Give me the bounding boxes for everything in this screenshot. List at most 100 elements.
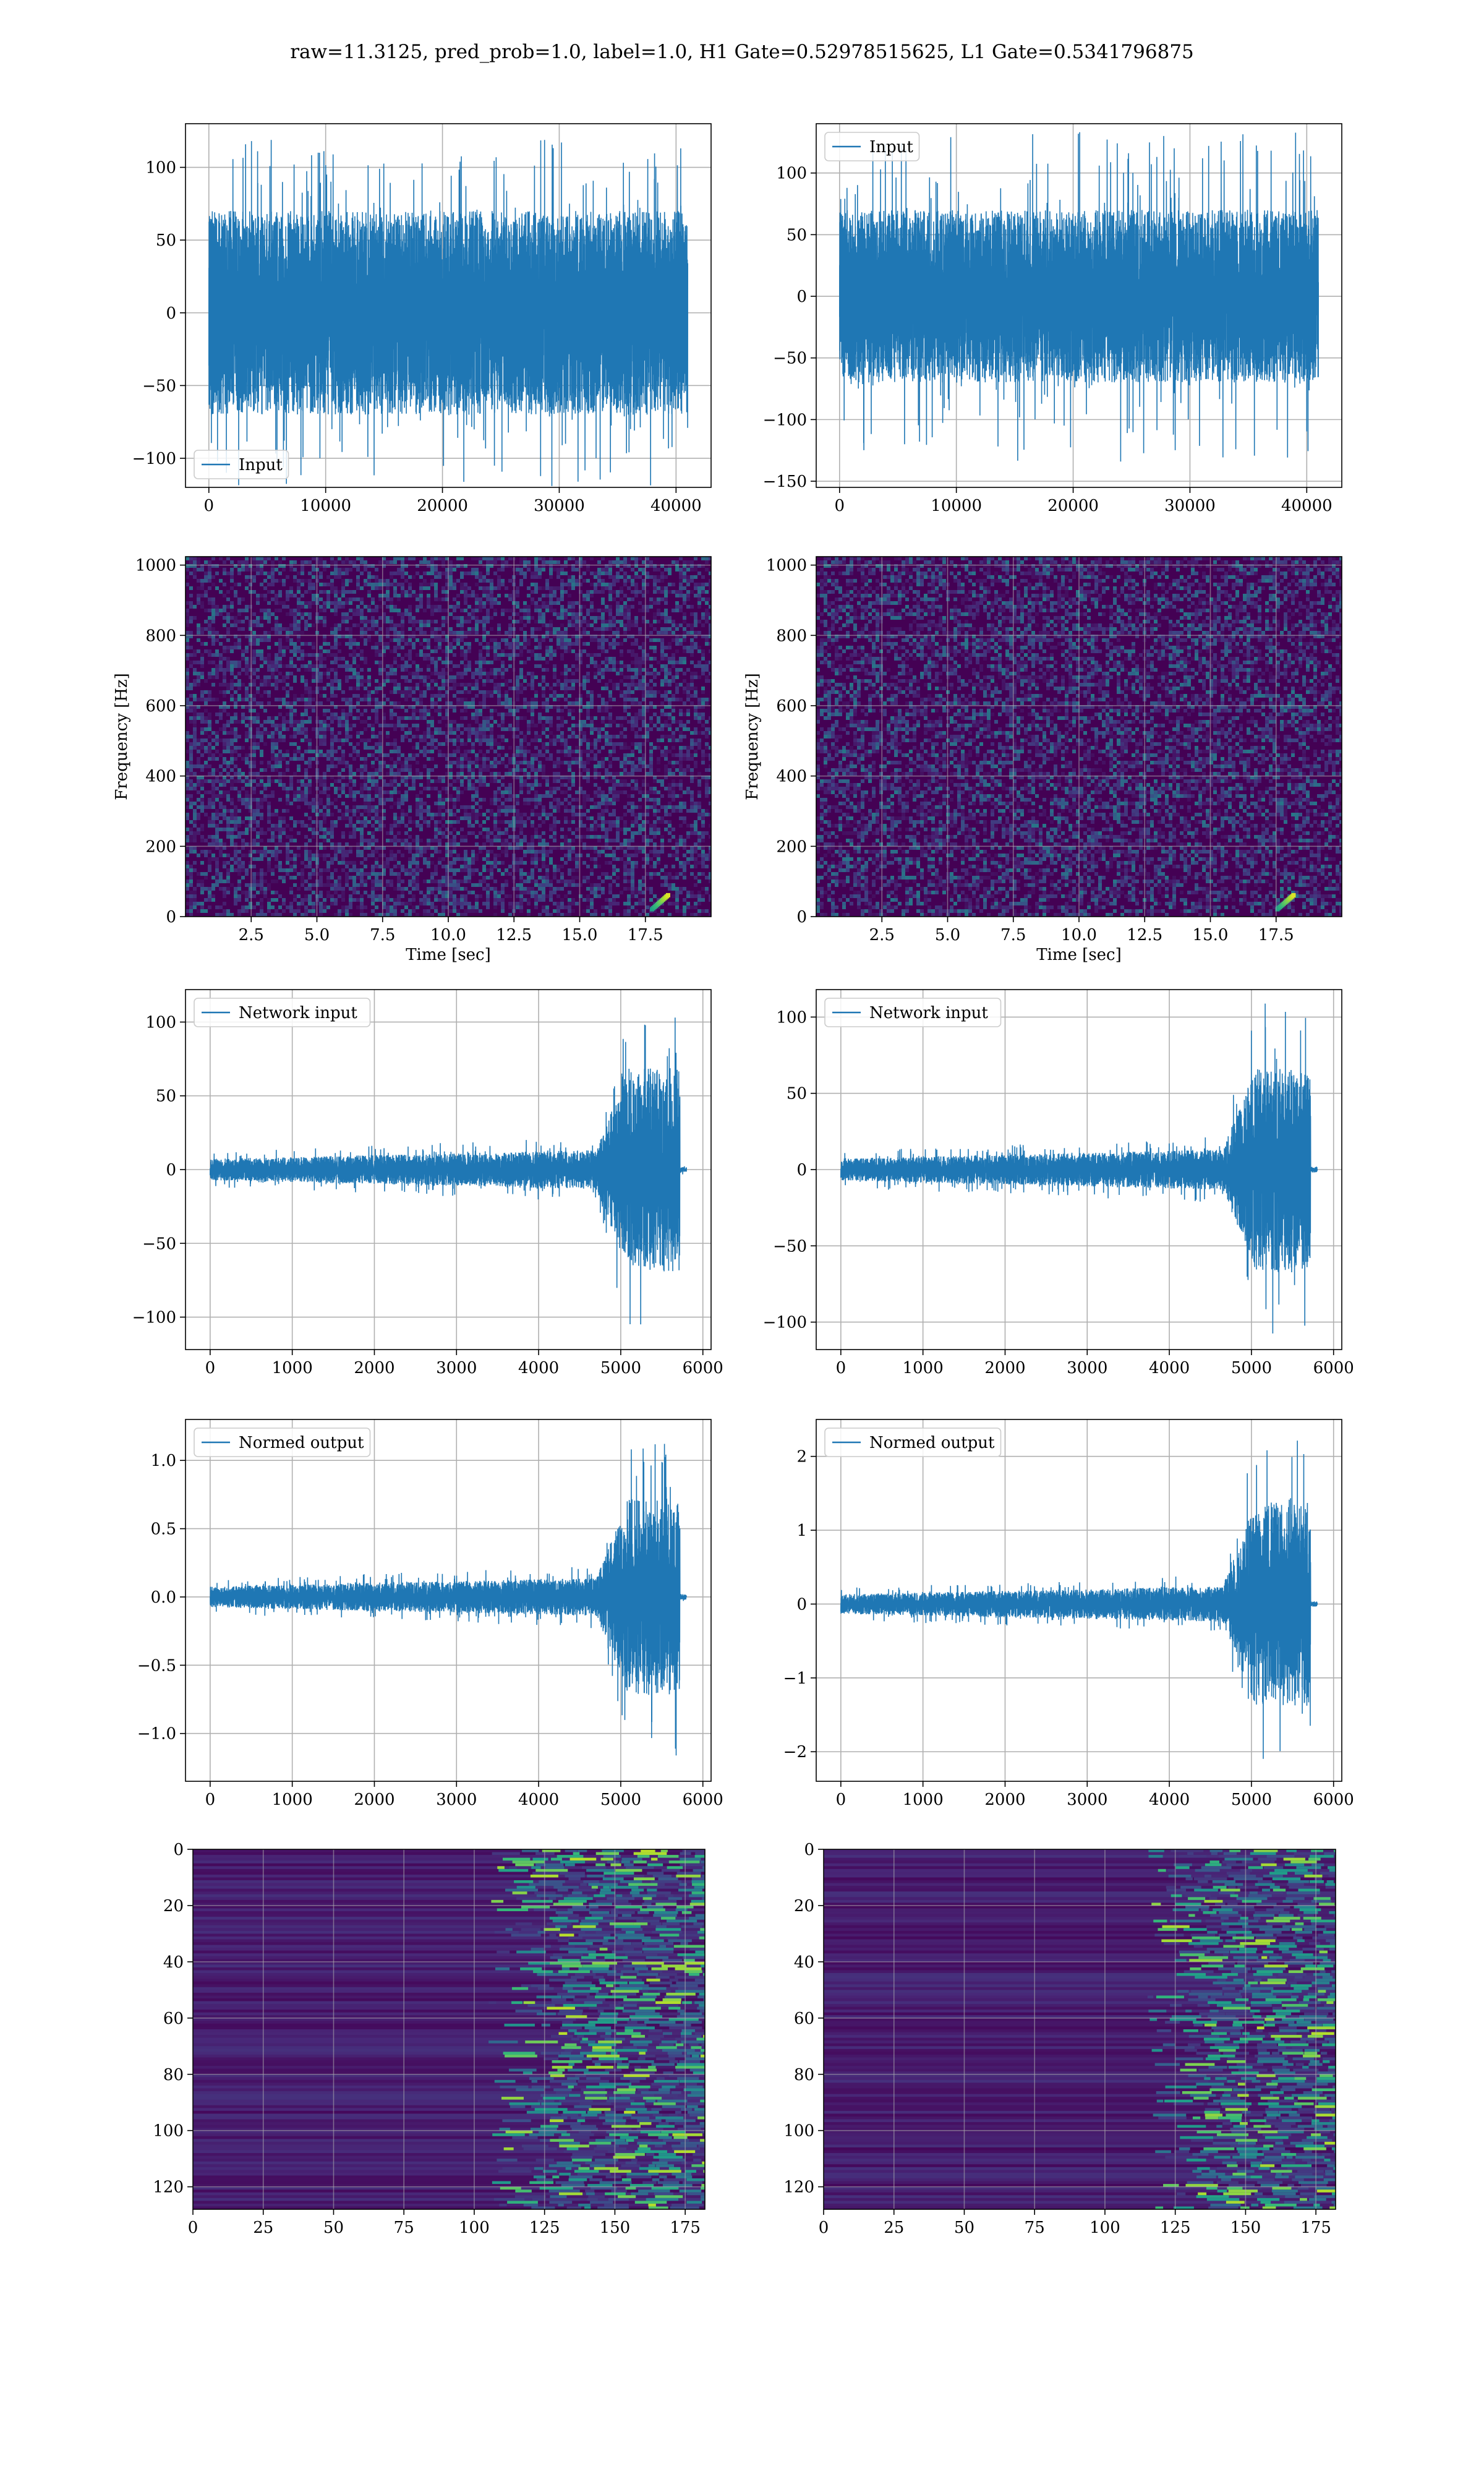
y-tick-label: −50 bbox=[142, 1235, 176, 1253]
y-tick-label: 100 bbox=[145, 159, 176, 178]
chart-network-input-l1: 0 1000 2000 3000 4000 5000 6000 −100 −50 0 50 100 Ne… bbox=[763, 989, 1354, 1377]
y-tick-label: 0 bbox=[804, 1841, 814, 1859]
x-tick-label: 15.0 bbox=[1193, 926, 1229, 944]
x-tick-label: 20000 bbox=[1047, 497, 1099, 515]
x-tick-label: 30000 bbox=[534, 497, 585, 515]
x-tick-label: 40000 bbox=[650, 497, 702, 515]
y-tick-label: 0 bbox=[166, 304, 176, 323]
y-tick-label: 0 bbox=[166, 908, 176, 927]
y-tick-label: 1.0 bbox=[151, 1452, 176, 1470]
y-tick-label: −100 bbox=[132, 1309, 176, 1327]
y-tick-label: 2 bbox=[796, 1448, 807, 1466]
y-tick-label: 0 bbox=[796, 1161, 807, 1179]
y-tick-label: 60 bbox=[794, 2010, 814, 2028]
x-tick-label: 12.5 bbox=[1127, 926, 1162, 944]
x-tick-label: 50 bbox=[954, 2219, 974, 2237]
y-tick-label: −0.5 bbox=[137, 1656, 176, 1675]
x-tick-label: 7.5 bbox=[370, 926, 395, 944]
axes-frame bbox=[185, 1419, 712, 1782]
x-tick-label: 17.5 bbox=[628, 926, 663, 944]
axes-frame bbox=[823, 1849, 1336, 2210]
y-tick-label: 1000 bbox=[135, 557, 176, 575]
x-tick-label: 4000 bbox=[518, 1359, 559, 1377]
x-tick-label: 2000 bbox=[984, 1359, 1025, 1377]
chart-feature-map-h1: 0 25 50 75 100 125 150 175 0 20 40 60 80 100 120 bbox=[153, 1841, 706, 2237]
x-tick-label: 10000 bbox=[300, 497, 351, 515]
y-tick-label: 100 bbox=[145, 1013, 176, 1032]
x-tick-label: 6000 bbox=[683, 1359, 723, 1377]
x-tick-label: 3000 bbox=[436, 1359, 477, 1377]
x-tick-label: 25 bbox=[253, 2219, 273, 2237]
y-tick-label: 100 bbox=[783, 2122, 814, 2141]
y-tick-label: 50 bbox=[787, 1085, 807, 1103]
chart-spectrogram-l1: 2.5 5.0 7.5 10.0 12.5 15.0 17.5 0 200 400 600 800 10… bbox=[743, 556, 1342, 964]
y-tick-label: −50 bbox=[773, 349, 807, 368]
y-tick-label: 0.0 bbox=[151, 1588, 176, 1607]
axes-frame bbox=[192, 1849, 706, 2210]
y-tick-label: −100 bbox=[132, 450, 176, 468]
x-tick-label: 6000 bbox=[1313, 1791, 1354, 1809]
legend-label: Input bbox=[239, 456, 283, 474]
chart-network-input-h1: 0 1000 2000 3000 4000 5000 6000 −100 −50 0 50 100 Ne… bbox=[132, 989, 723, 1377]
legend-label: Input bbox=[869, 138, 913, 156]
y-tick-label: −100 bbox=[763, 1314, 807, 1332]
y-tick-label: 80 bbox=[794, 2066, 814, 2084]
x-tick-label: 4000 bbox=[1149, 1791, 1190, 1809]
x-axis-label: Time [sec] bbox=[406, 946, 491, 964]
legend: Normed output bbox=[194, 1427, 371, 1457]
x-tick-label: 175 bbox=[1300, 2219, 1331, 2237]
legend-label: Network input bbox=[869, 1004, 988, 1022]
y-tick-label: 20 bbox=[794, 1897, 814, 1915]
y-tick-label: 100 bbox=[776, 165, 807, 183]
x-tick-label: 5000 bbox=[600, 1359, 641, 1377]
legend-label: Normed output bbox=[869, 1434, 995, 1452]
y-tick-label: 800 bbox=[145, 627, 176, 645]
x-tick-label: 4000 bbox=[1149, 1359, 1190, 1377]
x-tick-label: 0 bbox=[205, 1359, 216, 1377]
y-tick-label: −50 bbox=[142, 377, 176, 395]
x-tick-label: 10.0 bbox=[430, 926, 466, 944]
y-tick-label: 50 bbox=[156, 231, 176, 250]
y-tick-label: 0 bbox=[796, 1595, 807, 1614]
y-tick-label: 600 bbox=[776, 697, 807, 716]
y-tick-label: 0 bbox=[796, 908, 807, 927]
y-tick-label: 600 bbox=[145, 697, 176, 716]
x-tick-label: 1000 bbox=[272, 1359, 313, 1377]
x-tick-label: 2.5 bbox=[869, 926, 895, 944]
x-tick-label: 5.0 bbox=[935, 926, 960, 944]
x-tick-label: 2.5 bbox=[239, 926, 264, 944]
x-tick-label: 12.5 bbox=[496, 926, 532, 944]
series-line-normed-output bbox=[210, 1444, 687, 1756]
y-tick-label: 120 bbox=[783, 2178, 814, 2197]
y-tick-label: 1 bbox=[796, 1522, 807, 1540]
x-tick-label: 175 bbox=[670, 2219, 701, 2237]
x-tick-label: 125 bbox=[529, 2219, 560, 2237]
x-tick-label: 0 bbox=[836, 1791, 846, 1809]
x-tick-label: 0 bbox=[836, 1359, 846, 1377]
x-tick-label: 150 bbox=[1230, 2219, 1261, 2237]
x-tick-label: 2000 bbox=[354, 1791, 394, 1809]
x-tick-label: 5000 bbox=[600, 1791, 641, 1809]
x-tick-label: 6000 bbox=[1313, 1359, 1354, 1377]
x-tick-label: 75 bbox=[394, 2219, 414, 2237]
y-tick-label: 0 bbox=[796, 288, 807, 306]
y-tick-label: 0.5 bbox=[151, 1520, 176, 1539]
y-tick-label: 60 bbox=[163, 2010, 184, 2028]
x-tick-label: 1000 bbox=[272, 1791, 313, 1809]
x-tick-label: 0 bbox=[205, 1791, 216, 1809]
x-tick-label: 5.0 bbox=[304, 926, 330, 944]
x-tick-label: 25 bbox=[884, 2219, 904, 2237]
x-axis-label: Time [sec] bbox=[1036, 946, 1122, 964]
plot-area bbox=[816, 990, 1342, 1350]
x-tick-label: 5000 bbox=[1231, 1359, 1272, 1377]
x-tick-label: 0 bbox=[188, 2219, 198, 2237]
y-tick-label: 200 bbox=[145, 837, 176, 856]
axes-frame bbox=[816, 1419, 1342, 1782]
x-tick-label: 0 bbox=[835, 497, 845, 515]
plot-area bbox=[186, 124, 711, 487]
chart-input-l1: 0 10000 20000 30000 40000 −150 −100 −50 0 50 100 In… bbox=[763, 123, 1342, 515]
x-tick-label: 2000 bbox=[354, 1359, 394, 1377]
x-tick-label: 3000 bbox=[1067, 1359, 1107, 1377]
figure-suptitle: raw=11.3125, pred_prob=1.0, label=1.0, H… bbox=[290, 41, 1194, 63]
series-line-input bbox=[839, 132, 1319, 462]
